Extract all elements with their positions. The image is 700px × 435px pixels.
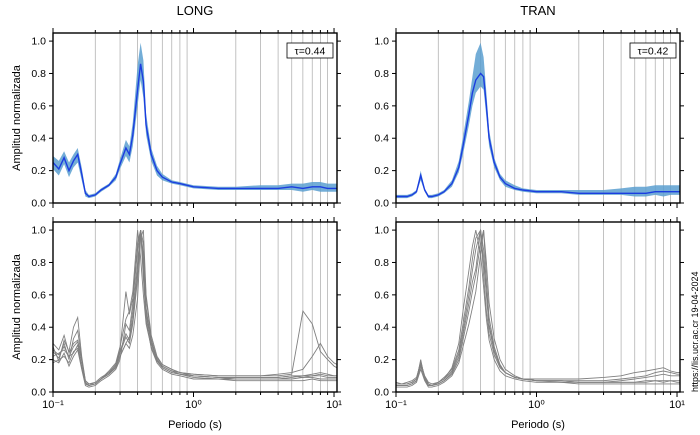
y-tick-label: 0.2: [374, 165, 389, 177]
panel-2: 0.0 0.2 0.4 0.6 0.8 1.0 TRAN τ=0.42: [374, 3, 684, 210]
trace-line-6: [53, 230, 337, 386]
y-tick-label: 0.4: [374, 322, 389, 334]
panel-3: 0.0 0.2 0.4 0.6 0.8 1.0 10⁻¹ 10⁰ 10¹ Periodo (s) A…: [11, 217, 342, 431]
x-tick-label: 10¹: [669, 399, 685, 411]
plot-frame: [52, 32, 338, 204]
x-tick-label: 10⁻¹: [42, 399, 64, 411]
y-tick-label: 1.0: [374, 225, 389, 237]
x-tick-label: 10⁰: [185, 399, 202, 411]
y-tick-label: 0.0: [31, 198, 46, 210]
y-tick-label: 1.0: [374, 36, 389, 48]
plot-frame: [395, 32, 681, 204]
y-tick-label: 0.8: [31, 257, 46, 269]
y-tick-label: 0.0: [374, 387, 389, 399]
plot-area: [53, 229, 337, 388]
y-tick-label: 0.0: [374, 198, 389, 210]
tau-box: [629, 42, 677, 59]
tau-label: τ=0.42: [638, 46, 669, 58]
panel-title: TRAN: [520, 3, 555, 18]
y-tick-label: 0.6: [374, 100, 389, 112]
source-note: https://lis.ucr.ac.cr 19-04-2024: [690, 271, 700, 392]
tau-label: τ=0.44: [295, 46, 326, 58]
trace-line-3: [396, 230, 680, 388]
panel-1: 0.0 0.2 0.4 0.6 0.8 1.0 LONG Amplitud normaliza…: [11, 3, 341, 210]
y-tick-label: 0.2: [31, 354, 46, 366]
y-tick-label: 1.0: [31, 225, 46, 237]
y-tick-label: 0.2: [31, 165, 46, 177]
panel-title: LONG: [177, 3, 214, 18]
mean-line: [396, 72, 680, 198]
mean-line: [53, 63, 337, 198]
trace-line-4: [396, 228, 680, 385]
x-tick-label: 10¹: [326, 399, 342, 411]
plot-area: [53, 42, 337, 199]
y-tick-label: 0.6: [374, 289, 389, 301]
plot-area: [396, 228, 680, 388]
y-tick-label: 0.0: [31, 387, 46, 399]
y-tick-label: 0.4: [31, 133, 46, 145]
uncertainty-band: [53, 42, 337, 199]
plot-area: [396, 42, 680, 199]
y-axis-label: Amplitud normalizada: [11, 64, 23, 171]
plot-frame: [52, 221, 338, 393]
plot-frame: [395, 221, 681, 393]
trace-line-6: [396, 229, 680, 386]
y-tick-label: 0.2: [374, 354, 389, 366]
y-tick-label: 1.0: [31, 36, 46, 48]
x-tick-label: 10⁻¹: [385, 399, 407, 411]
y-tick-label: 0.8: [31, 68, 46, 80]
x-axis-label: Periodo (s): [168, 419, 222, 431]
y-tick-label: 0.8: [374, 68, 389, 80]
panel-4: 0.0 0.2 0.4 0.6 0.8 1.0 10⁻¹ 10⁰ 10¹ Periodo (s): [374, 217, 685, 431]
x-tick-label: 10⁰: [528, 399, 545, 411]
y-tick-label: 0.6: [31, 100, 46, 112]
y-axis-label: Amplitud normalizada: [11, 253, 23, 360]
y-tick-label: 0.8: [374, 257, 389, 269]
y-tick-label: 0.6: [31, 289, 46, 301]
trace-line-5: [396, 229, 680, 386]
trace-line-7: [53, 230, 337, 386]
y-tick-label: 0.4: [374, 133, 389, 145]
x-axis-label: Periodo (s): [511, 419, 565, 431]
tau-box: [286, 42, 334, 59]
y-tick-label: 0.4: [31, 322, 46, 334]
trace-line-3: [53, 229, 337, 385]
